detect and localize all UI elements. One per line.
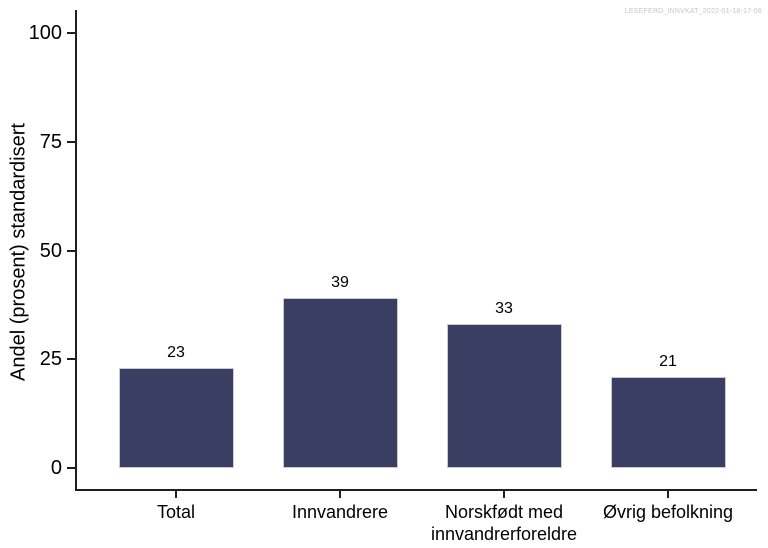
x-category-label: Øvrig befolkning bbox=[602, 502, 734, 522]
y-tick bbox=[67, 32, 76, 34]
bar-value-label: 21 bbox=[659, 352, 677, 370]
x-tick bbox=[175, 491, 177, 498]
y-tick-label: 50 bbox=[39, 239, 62, 262]
y-tick bbox=[67, 140, 76, 143]
y-tick-label: 25 bbox=[39, 348, 62, 371]
x-tick bbox=[503, 491, 505, 498]
y-tick-label: 100 bbox=[28, 22, 62, 44]
bar-4 bbox=[610, 376, 726, 468]
y-tick-label: 0 bbox=[50, 457, 62, 479]
bar-value-label: 39 bbox=[331, 274, 349, 292]
y-tick bbox=[67, 467, 76, 469]
bar-2 bbox=[282, 298, 398, 468]
bar-1 bbox=[118, 367, 234, 468]
y-tick-label: 75 bbox=[39, 130, 62, 153]
x-category-label: Norskfødt med innvandrerforeldre bbox=[430, 502, 578, 544]
x-axis-line bbox=[75, 489, 757, 491]
y-tick bbox=[67, 249, 76, 252]
bar-3 bbox=[446, 324, 562, 468]
y-axis-line bbox=[75, 10, 77, 491]
bar-value-label: 33 bbox=[495, 300, 513, 318]
x-category-label: Total bbox=[156, 502, 196, 522]
x-tick bbox=[667, 491, 669, 498]
watermark-text: LESEFERD_INNVKAT_2022-01-18-17-06 bbox=[624, 8, 762, 15]
x-category-label: Innvandrere bbox=[291, 502, 389, 522]
bar-value-label: 23 bbox=[167, 343, 185, 361]
y-tick bbox=[67, 358, 76, 361]
x-tick bbox=[339, 491, 341, 498]
